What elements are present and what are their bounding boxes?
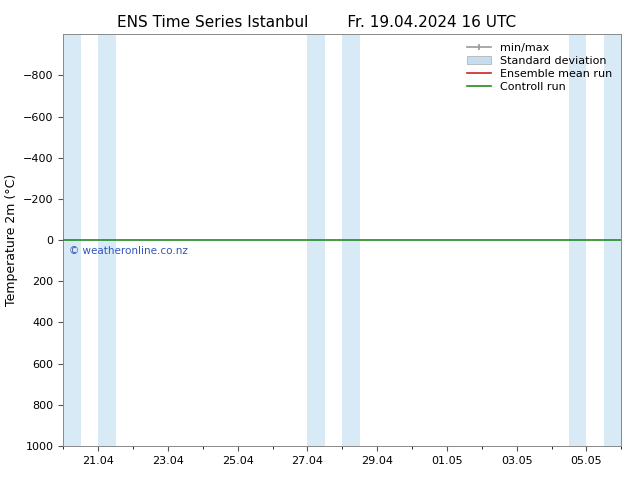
Legend: min/max, Standard deviation, Ensemble mean run, Controll run: min/max, Standard deviation, Ensemble me… [463,40,616,95]
Y-axis label: Temperature 2m (°C): Temperature 2m (°C) [4,174,18,306]
Text: © weatheronline.co.nz: © weatheronline.co.nz [68,246,188,256]
Bar [604,34,621,446]
Text: ENS Time Series Istanbul        Fr. 19.04.2024 16 UTC: ENS Time Series Istanbul Fr. 19.04.2024 … [117,15,517,30]
Bar [569,34,586,446]
Bar [307,34,325,446]
Bar [342,34,360,446]
Bar [63,34,81,446]
Bar [98,34,116,446]
